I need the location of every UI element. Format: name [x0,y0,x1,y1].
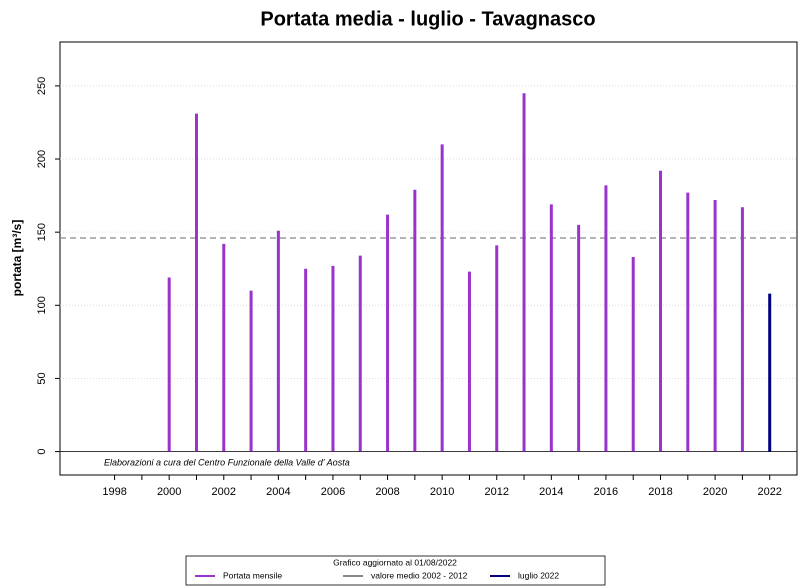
y-tick-label: 150 [36,223,48,241]
y-tick-label: 200 [36,150,48,168]
x-tick-label: 2002 [212,486,236,498]
y-tick-label: 0 [36,449,48,455]
legend-label: valore medio 2002 - 2012 [371,570,468,580]
annotation: Elaborazioni a cura del Centro Funzional… [104,457,350,467]
x-tick-label: 2006 [321,486,345,498]
x-tick-label: 1998 [102,486,126,498]
x-tick-label: 2008 [375,486,399,498]
legend-title: Grafico aggiornato al 01/08/2022 [333,557,457,567]
chart-title: Portata media - luglio - Tavagnasco [260,8,595,30]
x-tick-label: 2016 [594,486,618,498]
plot-frame [59,41,798,476]
legend-box [185,555,606,586]
x-tick-label: 2000 [157,486,181,498]
y-tick-label: 250 [36,77,48,95]
y-tick-label: 50 [36,372,48,384]
y-axis-label: portata [m³/s] [10,220,24,297]
x-tick-label: 2018 [648,486,672,498]
legend-label: Portata mensile [223,570,282,580]
y-tick-label: 100 [36,296,48,314]
x-tick-label: 2022 [757,486,781,498]
x-tick-label: 2014 [539,486,563,498]
x-tick-label: 2004 [266,486,290,498]
x-tick-label: 2010 [430,486,454,498]
x-tick-label: 2012 [484,486,508,498]
legend-label: luglio 2022 [518,570,559,580]
x-tick-label: 2020 [703,486,727,498]
